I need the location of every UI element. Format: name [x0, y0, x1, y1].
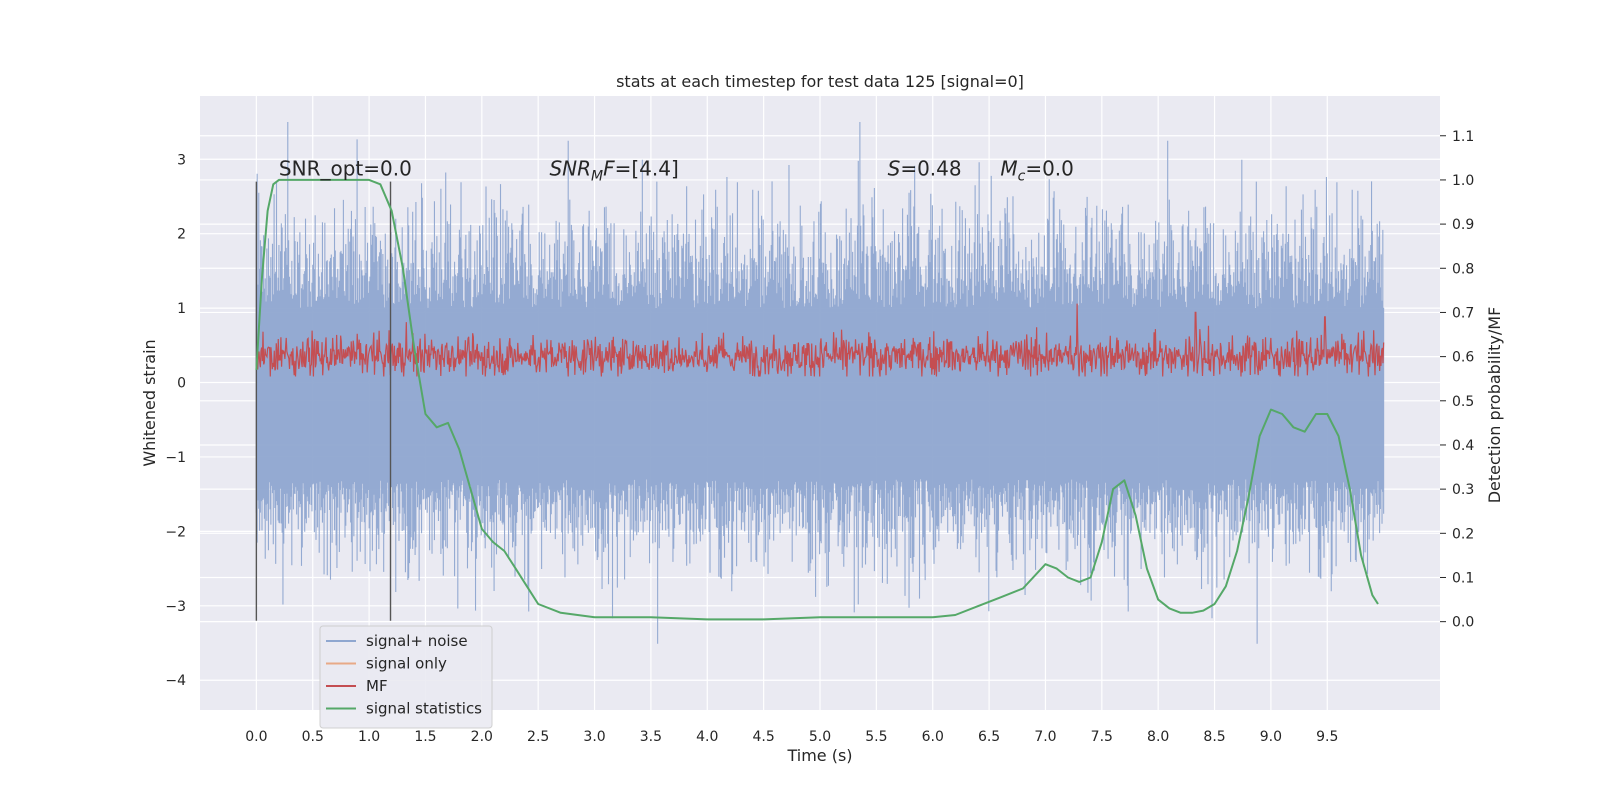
x-tick-label: 5.5 — [865, 729, 887, 745]
annotations: SNR_opt=0.0 SNRMF=[4.4] S=0.48 Mc=0.0 — [279, 157, 1074, 185]
x-tick-label: 9.5 — [1316, 729, 1338, 745]
signal-statistics-series — [255, 178, 1379, 621]
x-tick-label: 4.5 — [753, 729, 775, 745]
y-tick-label: 2 — [177, 227, 186, 243]
legend-label: MF — [366, 677, 388, 695]
signal-statistics-trace — [255, 178, 1379, 621]
y-right-tick-label: 0.0 — [1452, 615, 1474, 631]
x-tick-label: 7.5 — [1091, 729, 1113, 745]
y-tick-label: −2 — [165, 524, 186, 540]
x-tick-label: 9.0 — [1260, 729, 1282, 745]
y-right-axis-label: Detection probability/MF — [1485, 307, 1504, 504]
x-axis-label: Time (s) — [786, 746, 852, 765]
y-right-tick-label: 0.9 — [1452, 217, 1474, 233]
legend-label: signal statistics — [366, 700, 482, 718]
y-axis-label: Whitened strain — [140, 339, 159, 466]
y-right-tick-label: 0.6 — [1452, 350, 1474, 366]
x-tick-label: 8.5 — [1203, 729, 1225, 745]
chart-title: stats at each timestep for test data 125… — [616, 72, 1024, 91]
y-right-tick-label: 0.1 — [1452, 570, 1474, 586]
y-tick-label: −4 — [165, 673, 186, 689]
x-tick-label: 5.0 — [809, 729, 831, 745]
x-tick-label: 1.5 — [414, 729, 436, 745]
ticks: 0.0 0.5 1.0 1.5 2.0 2.5 3.0 3.5 4.0 4.5 5.0 5.5 6.0 6… — [165, 129, 1474, 745]
legend-label: signal+ noise — [366, 632, 468, 650]
legend-box — [319, 625, 493, 729]
y-tick-label: 0 — [177, 376, 186, 392]
legend-label: signal only — [366, 655, 447, 673]
x-tick-label: 7.0 — [1034, 729, 1056, 745]
x-tick-label: 1.0 — [358, 729, 380, 745]
annotation-mc: Mc=0.0 — [1000, 157, 1074, 185]
annotation-snr-opt: SNR_opt=0.0 — [279, 157, 412, 181]
x-tick-label: 4.0 — [696, 729, 718, 745]
y-tick-label: −1 — [165, 450, 186, 466]
mf-trace — [255, 303, 1385, 377]
x-tick-label: 2.5 — [527, 729, 549, 745]
y-tick-label: −3 — [165, 599, 186, 615]
y-right-tick-label: 0.2 — [1452, 526, 1474, 542]
annotation-s-stat: S=0.48 — [888, 157, 962, 181]
y-right-tick-label: 0.4 — [1452, 438, 1474, 454]
marker-lines — [255, 181, 392, 621]
x-tick-label: 6.5 — [978, 729, 1000, 745]
y-right-tick-label: 1.0 — [1452, 173, 1474, 189]
annotation-snr-mf: SNRMF=[4.4] — [549, 157, 678, 185]
x-tick-label: 2.0 — [471, 729, 493, 745]
x-tick-label: 0.5 — [302, 729, 324, 745]
x-tick-label: 0.0 — [245, 729, 267, 745]
x-tick-label: 8.0 — [1147, 729, 1169, 745]
y-right-tick-label: 1.1 — [1452, 129, 1474, 145]
x-tick-label: 3.5 — [640, 729, 662, 745]
x-tick-label: 3.0 — [583, 729, 605, 745]
x-tick-label: 6.0 — [922, 729, 944, 745]
legend: signal+ noise signal only MF signal statist… — [319, 625, 493, 729]
y-tick-label: 1 — [177, 301, 186, 317]
y-right-tick-label: 0.7 — [1452, 305, 1474, 321]
mf-series — [255, 303, 1385, 377]
y-tick-label: 3 — [177, 152, 186, 168]
y-right-tick-label: 0.3 — [1452, 482, 1474, 498]
y-right-tick-label: 0.5 — [1452, 394, 1474, 410]
y-right-tick-label: 0.8 — [1452, 261, 1474, 277]
